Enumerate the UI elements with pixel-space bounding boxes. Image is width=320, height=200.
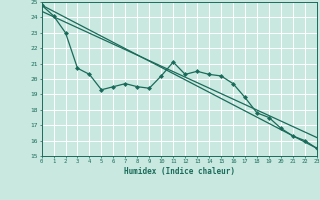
X-axis label: Humidex (Indice chaleur): Humidex (Indice chaleur) (124, 167, 235, 176)
